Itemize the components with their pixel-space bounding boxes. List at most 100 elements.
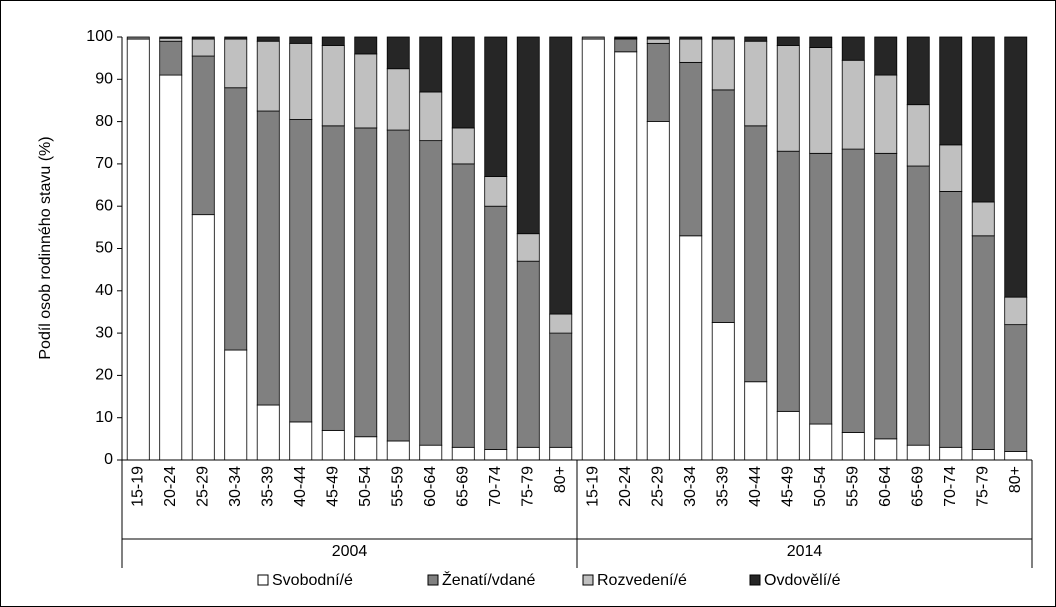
- bar-segment: [939, 36, 963, 146]
- bar-segment: [744, 40, 768, 127]
- bar-segment: [646, 121, 670, 461]
- bar-segment: [354, 36, 378, 55]
- x-tick-label: 30-34: [227, 466, 244, 507]
- y-tick-label: 0: [104, 451, 113, 468]
- bar-segment: [711, 36, 735, 40]
- bar-segment: [516, 260, 540, 448]
- legend-swatch: [582, 574, 594, 586]
- bar-segment: [744, 125, 768, 383]
- bar-segment: [614, 36, 638, 39]
- bar-segment: [224, 36, 248, 40]
- bar-segment: [841, 36, 865, 61]
- x-tick-label: 45-49: [779, 466, 796, 507]
- x-tick-label: 60-64: [422, 466, 439, 507]
- bar-segment: [841, 432, 865, 461]
- x-tick-label: 25-29: [194, 466, 211, 507]
- y-tick-label: 100: [86, 28, 113, 45]
- x-tick-label: 15-19: [584, 466, 601, 507]
- bar-segment: [874, 438, 898, 461]
- bar-segment: [646, 36, 670, 40]
- bar-segment: [516, 233, 540, 262]
- legend-swatch: [749, 574, 761, 586]
- bar-segment: [289, 421, 313, 461]
- x-tick-label: 15-19: [129, 466, 146, 507]
- bar-segment: [874, 74, 898, 154]
- bar-segment: [224, 87, 248, 351]
- bar-segment: [614, 51, 638, 461]
- legend-label: Svobodní/é: [272, 572, 353, 589]
- bar-segment: [159, 40, 183, 76]
- bar-segment: [289, 119, 313, 423]
- bar-segment: [646, 38, 670, 44]
- bar-segment: [939, 446, 963, 461]
- bar-segment: [581, 36, 605, 40]
- bar-segment: [711, 322, 735, 461]
- x-tick-label: 75-79: [974, 466, 991, 507]
- bar-segment: [256, 404, 280, 461]
- bar-segment: [419, 91, 443, 142]
- bar-segment: [484, 36, 508, 177]
- bar-segment: [191, 38, 215, 57]
- x-tick-label: 65-69: [454, 466, 471, 507]
- x-tick-label: 30-34: [682, 466, 699, 507]
- x-tick-label: 40-44: [292, 466, 309, 507]
- x-tick-label: 20-24: [617, 466, 634, 507]
- bar-segment: [386, 129, 410, 442]
- x-tick-label: 35-39: [714, 466, 731, 507]
- legend-label: Ovdovělí/é: [764, 572, 841, 589]
- x-tick-label: 45-49: [324, 466, 341, 507]
- bar-segment: [549, 446, 573, 461]
- bar-segment: [321, 45, 345, 127]
- bar-segment: [321, 429, 345, 461]
- y-axis-label: Podíl osob rodinného stavu (%): [37, 136, 54, 359]
- group-label: 2014: [787, 543, 823, 560]
- y-tick-label: 90: [95, 71, 113, 88]
- bar-segment: [679, 235, 703, 461]
- bar-segment: [321, 36, 345, 46]
- x-tick-label: 80+: [552, 466, 569, 493]
- legend-swatch: [257, 574, 269, 586]
- legend-swatch: [427, 574, 439, 586]
- bar-segment: [386, 36, 410, 70]
- bar-segment: [386, 440, 410, 461]
- bar-segment: [451, 36, 475, 129]
- bar-segment: [971, 449, 995, 461]
- y-tick-label: 20: [95, 367, 113, 384]
- y-tick-label: 10: [95, 409, 113, 426]
- bar-segment: [776, 45, 800, 152]
- bar-segment: [679, 38, 703, 63]
- bar-segment: [191, 214, 215, 461]
- bar-segment: [159, 36, 183, 39]
- bar-segment: [516, 446, 540, 461]
- bar-segment: [809, 152, 833, 425]
- y-tick-label: 70: [95, 155, 113, 172]
- bar-segment: [354, 436, 378, 461]
- bar-segment: [744, 36, 768, 42]
- bar-segment: [126, 36, 150, 40]
- bar-segment: [419, 36, 443, 93]
- bar-segment: [549, 332, 573, 448]
- bar-segment: [906, 444, 930, 461]
- x-tick-label: 80+: [1007, 466, 1024, 493]
- x-tick-label: 70-74: [942, 466, 959, 507]
- bar-segment: [581, 38, 605, 461]
- bar-segment: [776, 150, 800, 412]
- bar-segment: [451, 163, 475, 448]
- bar-segment: [841, 148, 865, 433]
- bar-segment: [419, 444, 443, 461]
- bar-segment: [809, 423, 833, 461]
- bar-segment: [159, 74, 183, 461]
- bar-segment: [126, 38, 150, 461]
- x-tick-label: 35-39: [259, 466, 276, 507]
- bar-segment: [679, 36, 703, 40]
- bar-segment: [419, 140, 443, 446]
- y-tick-label: 40: [95, 282, 113, 299]
- bar-segment: [841, 59, 865, 150]
- bar-segment: [1004, 451, 1028, 461]
- bar-segment: [906, 165, 930, 446]
- bar-segment: [451, 127, 475, 165]
- x-tick-label: 50-54: [357, 466, 374, 507]
- bar-segment: [1004, 36, 1028, 298]
- bar-segment: [224, 349, 248, 461]
